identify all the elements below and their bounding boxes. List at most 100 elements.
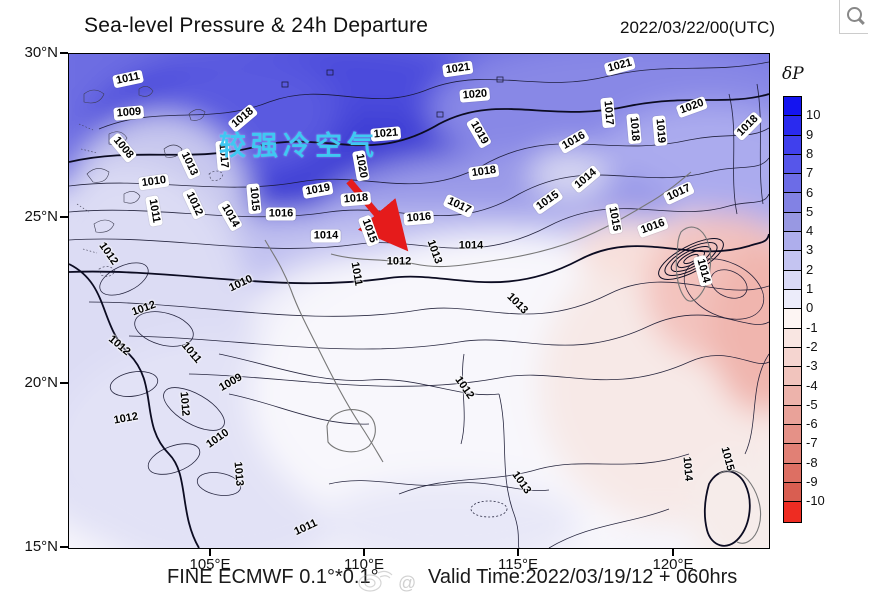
colorbar-tick-label: 5	[806, 203, 814, 219]
colorbar-tick-label: 7	[806, 165, 814, 181]
isobar-label: 1012	[181, 187, 207, 221]
watermark-logo-icon: @	[358, 570, 416, 593]
isobar-label: 1014	[310, 229, 342, 243]
isobar-label: 1019	[465, 116, 493, 150]
colorbar-tick-label: 9	[806, 126, 814, 142]
y-tick-label: 30°N	[24, 44, 58, 61]
isobar-label: 1015	[604, 202, 624, 236]
isobar-label: 1013	[504, 290, 531, 317]
isobar-label: 1015	[531, 186, 565, 216]
colorbar-segment	[784, 270, 801, 290]
isobar-label: 1009	[217, 371, 245, 394]
colorbar-tick-label: -9	[806, 474, 818, 489]
colorbar-segment	[784, 367, 801, 387]
isobar-label: 1015	[357, 214, 381, 248]
colorbar-segment	[784, 154, 801, 175]
isobar-label: 1011	[112, 69, 144, 89]
isobar-label: 1016	[636, 215, 670, 239]
colorbar-segment	[784, 289, 801, 310]
isobar-label: 1014	[458, 239, 484, 252]
x-tick	[209, 549, 211, 556]
isobar-label: 1016	[557, 127, 591, 155]
colorbar-segment	[784, 463, 801, 483]
isobar-lines-bold	[69, 93, 769, 548]
y-tick-label: 25°N	[24, 208, 58, 225]
colorbar-tick-label: 1	[806, 281, 814, 296]
isobar-label: 1012	[112, 410, 140, 427]
isobar-label: 1015	[718, 445, 737, 473]
isobar-label: 1013	[424, 238, 445, 266]
page-title: Sea-level Pressure & 24h Departure	[84, 14, 429, 37]
isobar-label: 1010	[204, 426, 232, 451]
x-tick-label: 110°E	[344, 556, 384, 573]
colorbar-tick-label: -3	[806, 358, 818, 374]
isobar-label: 1016	[403, 210, 435, 226]
isobar-label: 1014	[692, 254, 714, 288]
y-tick	[60, 382, 68, 384]
y-tick-label: 15°N	[24, 538, 58, 555]
map-area: 1011 1009 1008 1013 1010 1011 1012 1018 1017 1015…	[68, 53, 770, 549]
isobar-label: 1012	[386, 255, 412, 268]
isobar-label: 1012	[452, 374, 477, 402]
isobar-label: 1012	[130, 298, 158, 319]
colorbar-tick-label: -4	[806, 377, 818, 393]
colorbar-segment	[784, 174, 801, 194]
isobar-label: 1019	[652, 115, 668, 147]
colorbar-segment	[784, 116, 801, 136]
x-tick	[363, 549, 365, 556]
colorbar-segment	[784, 309, 801, 329]
colorbar-segment	[784, 482, 801, 503]
y-tick-label: 20°N	[24, 374, 58, 391]
magnifier-icon[interactable]	[839, 0, 868, 34]
colorbar-segment	[784, 251, 801, 271]
valid-datetime: 2022/03/22/00(UTC)	[620, 18, 775, 37]
isobar-label: 1018	[340, 191, 372, 207]
colorbar-title: δP	[782, 64, 804, 84]
isobar-lines	[69, 61, 769, 548]
valid-time-caption: Valid Time:2022/03/19/12 + 060hrs	[428, 566, 738, 588]
colorbar-tick-label: 8	[806, 145, 814, 161]
isobar-label: 1021	[442, 60, 474, 78]
isobar-label: 1021	[603, 55, 637, 77]
isobar-label: 1010	[138, 173, 170, 191]
colorbar-segment	[784, 405, 801, 426]
colorbar-segment	[784, 425, 801, 445]
colorbar-segment	[784, 135, 801, 155]
isobar-label: 1017	[442, 193, 476, 219]
colorbar-tick-label: -7	[806, 435, 818, 451]
colorbar-segment	[784, 386, 801, 406]
colorbar-tick-label: -8	[806, 454, 818, 470]
isobar-label: 1018	[732, 110, 764, 142]
isobar-label: 1011	[348, 261, 365, 287]
isobar-label: 1011	[179, 339, 204, 366]
isobar-label: 1017	[662, 180, 696, 206]
isobar-label: 1012	[177, 391, 192, 417]
colorbar-tick-label: 4	[806, 223, 814, 239]
colorbar-tick-label: -2	[806, 338, 818, 354]
colorbar-segment	[784, 212, 801, 233]
isobar-label: 1009	[113, 105, 145, 121]
isobar-label: 1018	[468, 163, 500, 181]
model-caption: FINE ECMWF 0.1°*0.1°	[167, 566, 379, 588]
coastline	[264, 171, 762, 544]
isobar-label: 1014	[570, 164, 602, 194]
magnifier-lens	[847, 7, 862, 22]
isobar-label: 1013	[509, 469, 534, 497]
isobar-label: 1015	[246, 183, 262, 215]
colorbar-tick-label: -5	[806, 396, 818, 412]
y-tick	[60, 546, 68, 548]
cold-air-arrow	[346, 178, 409, 252]
colorbar-segment	[784, 97, 801, 117]
y-tick	[60, 216, 68, 218]
colorbar-segment	[784, 328, 801, 348]
x-tick	[517, 549, 519, 556]
colorbar-tick-label: 6	[806, 184, 814, 200]
cold-air-annotation: 较强冷空气	[219, 131, 379, 161]
isobar-label: 1014	[680, 456, 695, 482]
isobar-label: 1020	[675, 95, 709, 119]
colorbar-tick-label: 0	[806, 300, 814, 316]
colorbar-segment	[784, 347, 801, 368]
isobar-label: 1008	[108, 132, 138, 164]
colorbar-tick-label: -10	[806, 493, 825, 509]
colorbar-tick-label: -1	[806, 319, 818, 335]
